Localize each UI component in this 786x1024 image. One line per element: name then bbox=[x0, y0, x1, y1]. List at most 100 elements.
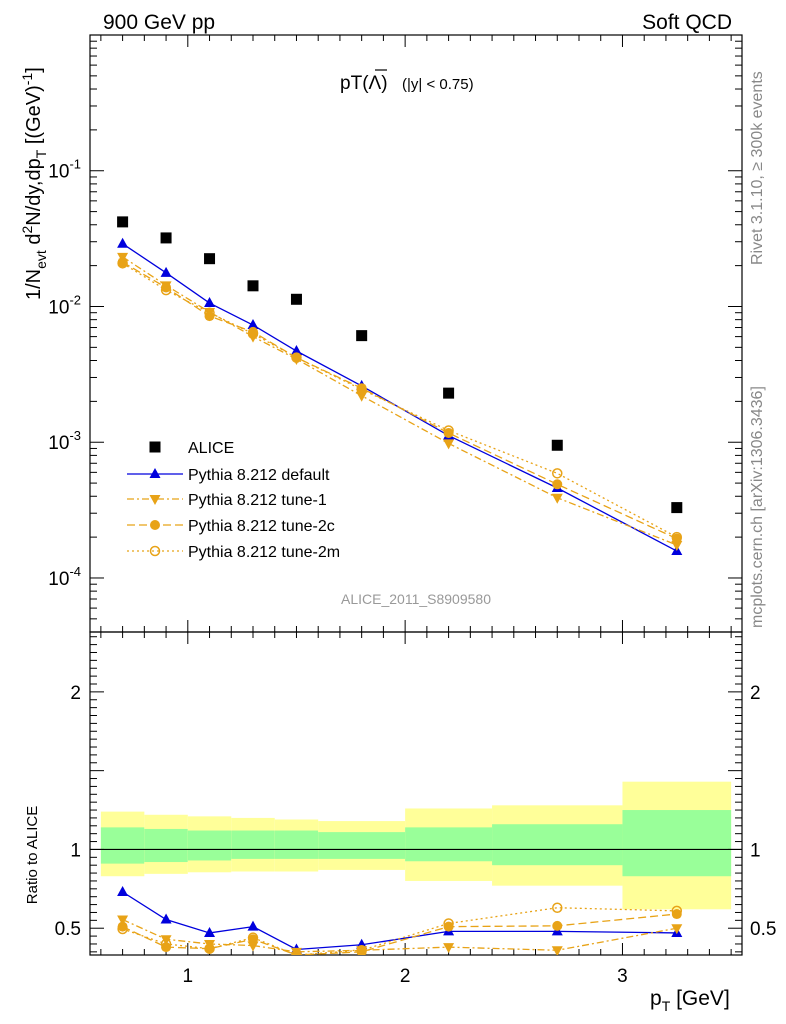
main-panel: 10-4 10-3 10-2 10-1 bbox=[48, 34, 743, 955]
legend-label-pythia-8-212-default: Pythia 8.212 default bbox=[188, 467, 330, 484]
point-pythia-8-212-tune-2m bbox=[671, 531, 683, 543]
uncertainty-band-inner bbox=[492, 824, 623, 866]
legend-marker-pythia-8-212-tune-1 bbox=[149, 495, 161, 505]
ratio-point-pythia-8-212-tune-2m bbox=[356, 945, 367, 955]
point-alice bbox=[117, 216, 129, 228]
ratio-y-tick-label: 2 bbox=[70, 683, 81, 704]
uncertainty-band-inner bbox=[622, 810, 732, 877]
plot-title-cut: (|y| < 0.75) bbox=[402, 76, 474, 93]
uncertainty-band-inner bbox=[274, 830, 319, 859]
ratio-point-pythia-8-212-tune-2m bbox=[291, 949, 302, 955]
ratio-frame bbox=[89, 631, 743, 956]
ratio-series bbox=[117, 885, 683, 955]
y-tick-label: 10-1 bbox=[48, 157, 81, 183]
ratio-point-pythia-8-212-tune-2m bbox=[552, 902, 563, 913]
ratio-point-pythia-8-212-default bbox=[160, 913, 172, 924]
ratio-point-pythia-8-212-tune-1 bbox=[247, 941, 259, 952]
uncertainty-band-inner bbox=[231, 830, 275, 859]
point-alice bbox=[443, 387, 455, 399]
point-pythia-8-212-tune-1 bbox=[356, 391, 368, 402]
svg-text:pT(Λ): pT(Λ) bbox=[340, 73, 388, 94]
legend-marker-pythia-8-212-tune-2c bbox=[150, 520, 160, 530]
ratio-y-tick-label-right: 1 bbox=[750, 840, 761, 861]
plot-title-lambda: Λ bbox=[369, 73, 382, 94]
rivet-version-label: Rivet 3.1.10, ≥ 300k events bbox=[749, 71, 766, 265]
plot-title-main: pT bbox=[340, 73, 363, 94]
ratio-point-pythia-8-212-tune-1 bbox=[117, 915, 129, 926]
point-pythia-8-212-tune-2c bbox=[552, 479, 563, 490]
legend-marker-alice bbox=[149, 441, 161, 453]
ratio-point-pythia-8-212-tune-2c bbox=[161, 942, 172, 953]
svg-text:1/Nevt d2N/dy,dpT [(GeV)-1]: 1/Nevt d2N/dy,dpT [(GeV)-1] bbox=[19, 67, 49, 300]
point-pythia-8-212-default bbox=[247, 319, 259, 330]
ratio-point-pythia-8-212-tune-2m bbox=[117, 923, 128, 935]
ratio-y-tick-label: 0.5 bbox=[55, 919, 81, 940]
point-pythia-8-212-tune-2m bbox=[160, 284, 172, 296]
point-pythia-8-212-tune-2m bbox=[291, 352, 302, 363]
legend-label-alice: ALICE bbox=[188, 440, 234, 457]
x-tick-label: 3 bbox=[617, 966, 628, 987]
point-pythia-8-212-tune-2m bbox=[117, 258, 128, 269]
point-alice bbox=[551, 439, 563, 451]
y-tick-label: 10-3 bbox=[48, 428, 81, 454]
ratio-point-pythia-8-212-tune-1 bbox=[160, 935, 172, 946]
point-pythia-8-212-default bbox=[160, 266, 172, 277]
header-category: Soft QCD bbox=[642, 11, 732, 34]
ratio-point-pythia-8-212-default bbox=[117, 885, 129, 896]
plot-title: pT(Λ) (|y| < 0.75) bbox=[340, 69, 474, 94]
legend-marker-pythia-8-212-tune-2m bbox=[149, 545, 161, 557]
point-alice bbox=[290, 293, 302, 305]
ratio-point-pythia-8-212-default bbox=[247, 920, 259, 931]
ratio-point-pythia-8-212-tune-2m bbox=[160, 938, 172, 950]
point-pythia-8-212-tune-1 bbox=[443, 439, 455, 450]
point-pythia-8-212-tune-2m bbox=[443, 425, 454, 436]
x-axis-label: pT [GeV] bbox=[650, 987, 730, 1014]
point-alice bbox=[247, 280, 259, 292]
svg-text:pT [GeV]: pT [GeV] bbox=[650, 987, 730, 1014]
ratio-point-pythia-8-212-default bbox=[204, 926, 216, 937]
point-pythia-8-212-tune-2m bbox=[247, 328, 259, 339]
point-pythia-8-212-default bbox=[117, 237, 129, 248]
x-tick-label: 1 bbox=[183, 966, 194, 987]
analysis-label: ALICE_2011_S8909580 bbox=[341, 591, 491, 607]
mcplots-label: mcplots.cern.ch [arXiv:1306.3436] bbox=[749, 386, 766, 628]
ratio-line-pythia-8-212-tune-2c bbox=[122, 913, 677, 955]
point-alice bbox=[204, 253, 216, 265]
x-tick-label: 2 bbox=[400, 966, 411, 987]
legend-marker-pythia-8-212-default bbox=[149, 468, 161, 478]
ratio-ylabel: Ratio to ALICE bbox=[24, 806, 41, 904]
uncertainty-band-inner bbox=[100, 827, 145, 864]
point-pythia-8-212-default bbox=[204, 297, 216, 308]
legend: ALICE Pythia 8.212 default Pythia 8.212 tu… bbox=[127, 440, 340, 561]
point-pythia-8-212-tune-2c bbox=[291, 352, 302, 363]
legend-label-pythia-8-212-tune-2c: Pythia 8.212 tune-2c bbox=[188, 518, 335, 535]
point-pythia-8-212-tune-1 bbox=[671, 540, 683, 551]
point-alice bbox=[356, 330, 368, 342]
ratio-point-pythia-8-212-tune-2c bbox=[552, 920, 563, 931]
ratio-point-pythia-8-212-tune-2m bbox=[247, 932, 259, 943]
ratio-point-pythia-8-212-tune-2c bbox=[671, 909, 682, 920]
uncertainty-band-inner bbox=[144, 828, 188, 863]
ratio-point-pythia-8-212-tune-1 bbox=[671, 924, 683, 935]
point-pythia-8-212-tune-2c bbox=[204, 311, 215, 322]
ratio-line-pythia-8-212-tune-1 bbox=[122, 918, 677, 953]
ratio-point-pythia-8-212-tune-2c bbox=[356, 946, 367, 955]
ratio-point-pythia-8-212-tune-2m bbox=[671, 905, 683, 917]
ratio-point-pythia-8-212-tune-2m bbox=[204, 943, 215, 954]
y-tick-label: 10-4 bbox=[48, 564, 81, 590]
ratio-point-pythia-8-212-tune-2m bbox=[443, 918, 454, 929]
ratio-y-tick-label: 1 bbox=[70, 840, 81, 861]
point-pythia-8-212-tune-2c bbox=[161, 282, 172, 293]
ratio-point-pythia-8-212-tune-2c bbox=[204, 943, 215, 954]
ratio-point-pythia-8-212-tune-2c bbox=[117, 921, 128, 932]
point-pythia-8-212-tune-2m bbox=[356, 384, 367, 395]
uncertainty-band-inner bbox=[405, 827, 493, 862]
header-collision: 900 GeV pp bbox=[103, 11, 215, 34]
point-pythia-8-212-tune-2m bbox=[204, 307, 215, 318]
point-pythia-8-212-default bbox=[290, 345, 302, 356]
legend-label-pythia-8-212-tune-2m: Pythia 8.212 tune-2m bbox=[188, 544, 340, 561]
point-pythia-8-212-tune-2m bbox=[552, 468, 563, 479]
ratio-point-pythia-8-212-tune-1 bbox=[551, 946, 563, 955]
ratio-y-tick-label-right: 0.5 bbox=[750, 919, 776, 940]
